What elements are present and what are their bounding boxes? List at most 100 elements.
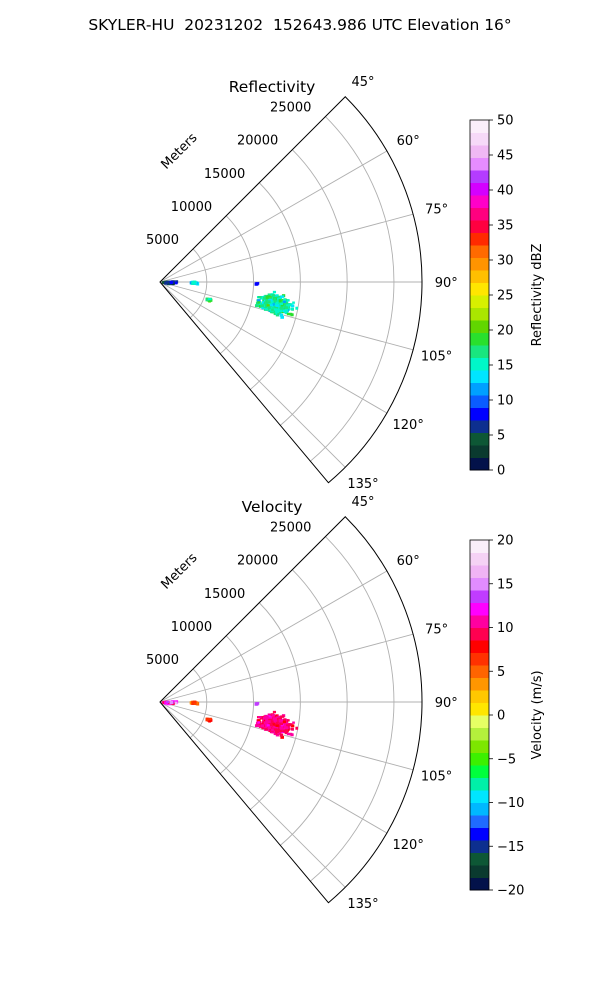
grid-arc — [280, 569, 348, 846]
data-gate — [279, 722, 284, 726]
data-gate — [261, 726, 265, 730]
data-gate — [267, 726, 271, 730]
colorbar-segment — [470, 170, 489, 183]
grid-arc — [280, 149, 348, 426]
data-gate — [264, 727, 269, 731]
data-gate — [290, 307, 294, 311]
data-gate — [254, 282, 258, 286]
colorbar-tick-label: −15 — [497, 840, 524, 855]
data-gate — [166, 280, 170, 284]
colorbar-segment — [470, 815, 489, 828]
data-gate — [264, 722, 269, 725]
colorbar-segment — [470, 602, 489, 616]
data-gate — [260, 724, 265, 728]
data-gate — [265, 295, 269, 299]
colorbar-tick-label: 20 — [497, 324, 514, 339]
data-gate — [273, 721, 277, 726]
polar-panel-reflectivity: Reflectivity 45° 60° 75° 90° 105° 120° 135° 5000… — [146, 75, 545, 492]
colorbar-segment — [470, 120, 489, 133]
data-gate — [279, 733, 283, 737]
data-gate — [265, 715, 269, 719]
data-gate — [192, 700, 197, 704]
data-gate — [268, 297, 272, 301]
data-gate — [263, 305, 268, 309]
colorbar-tick-label: 35 — [497, 219, 514, 234]
data-gate — [266, 720, 271, 723]
grid-arc — [219, 635, 254, 775]
data-gate — [268, 718, 272, 722]
data-gate — [295, 726, 299, 730]
data-gate — [284, 306, 289, 310]
data-gate — [263, 725, 268, 729]
colorbar-segment — [470, 220, 489, 233]
colorbar-segment — [470, 690, 489, 703]
r-tick-label: 10000 — [171, 200, 212, 215]
theta-tick-label: 60° — [397, 554, 420, 569]
colorbar-segment — [470, 702, 489, 716]
data-gate — [263, 722, 266, 726]
colorbar-segment — [470, 652, 489, 666]
data-gate — [279, 302, 284, 306]
radial-axis-label: Meters — [159, 130, 201, 172]
data-gate — [260, 304, 265, 308]
colorbar-segment — [470, 445, 489, 458]
grid-arc — [189, 248, 208, 319]
data-gate — [279, 728, 283, 733]
data-gate — [286, 732, 291, 736]
data-gate — [290, 304, 295, 308]
data-gate — [259, 297, 264, 300]
data-gate — [267, 715, 271, 718]
data-gate — [254, 304, 259, 308]
r-tick-label: 5000 — [146, 653, 179, 668]
data-gate — [278, 719, 282, 723]
data-gate — [273, 301, 277, 306]
grid-spoke — [159, 701, 414, 771]
data-gate — [173, 701, 178, 705]
colorbar-segment — [470, 270, 489, 283]
data-gate — [279, 307, 283, 310]
colorbar-tick-label: 10 — [497, 394, 514, 409]
theta-tick-label: 105° — [421, 770, 452, 785]
data-gate — [280, 735, 284, 739]
data-gate — [292, 301, 295, 304]
colorbar-segment — [470, 677, 489, 691]
data-gate — [284, 730, 289, 735]
grid-arc — [249, 182, 301, 390]
colorbar-segment — [470, 407, 489, 421]
colorbar-segment — [470, 420, 489, 433]
data-gate — [273, 720, 278, 724]
data-gate — [279, 727, 283, 730]
colorbar-tick-label: 5 — [497, 665, 505, 680]
colorbar-segment — [470, 565, 489, 578]
data-gate — [257, 719, 261, 723]
data-gate — [269, 720, 274, 724]
colorbar-tick-label: 45 — [497, 149, 514, 164]
colorbar-tick-label: 5 — [497, 429, 505, 444]
data-gate — [273, 728, 277, 731]
radial-axis-label: Meters — [159, 550, 201, 592]
theta-tick-label: 75° — [425, 202, 448, 217]
grid-arc — [189, 668, 208, 739]
data-gate — [273, 718, 276, 721]
colorbar-segment — [470, 802, 489, 816]
data-gate — [276, 297, 281, 301]
data-gate — [269, 724, 274, 727]
colorbar-tick-label: 15 — [497, 577, 514, 592]
data-gate — [169, 280, 173, 285]
colorbar-tick-label: 20 — [497, 534, 514, 549]
data-gate — [257, 721, 261, 724]
data-gate — [267, 295, 271, 298]
data-gate — [207, 298, 212, 301]
colorbar-segment — [470, 195, 489, 208]
colorbar-tick-label: −10 — [497, 796, 524, 811]
r-tick-label: 20000 — [237, 554, 278, 569]
data-gate — [262, 721, 266, 724]
colorbar-segment — [470, 345, 489, 358]
colorbar-segment — [470, 765, 489, 778]
colorbar-tick-label: 0 — [497, 709, 505, 724]
colorbar-tick-label: 30 — [497, 254, 514, 269]
theta-tick-label: 45° — [351, 495, 374, 510]
colorbar-segment — [470, 207, 489, 221]
colorbar-segment — [470, 590, 489, 603]
